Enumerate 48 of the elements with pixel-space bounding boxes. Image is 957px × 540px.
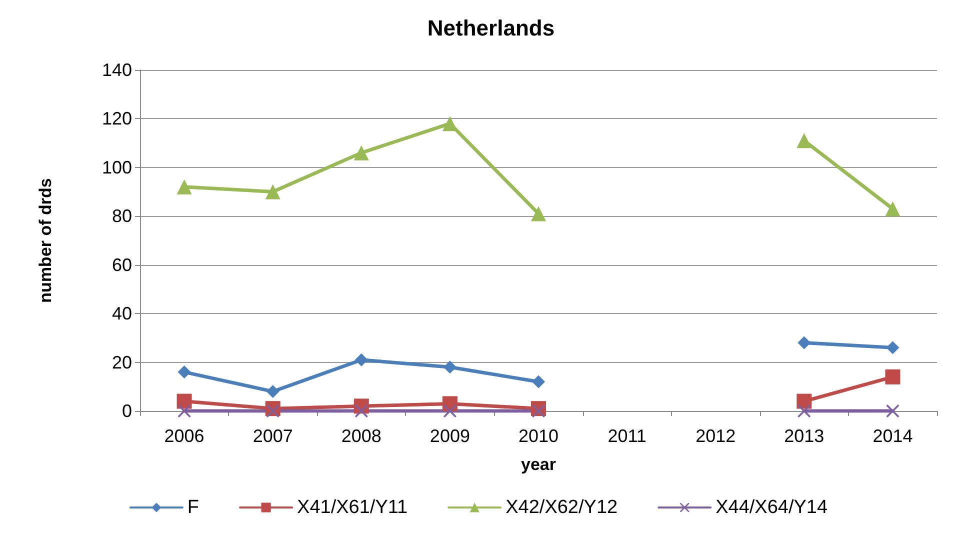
y-tick-label: 0 <box>122 401 132 421</box>
point <box>532 404 545 418</box>
y-tick-label: 60 <box>112 254 132 275</box>
point <box>798 404 811 418</box>
legend-label: F <box>187 497 200 518</box>
point <box>532 375 545 388</box>
y-tick-label: 40 <box>112 304 132 324</box>
x-tick-label: 2014 <box>872 426 913 446</box>
x-tick-label: 2013 <box>784 426 824 446</box>
y-axis-title: number of drds <box>36 178 55 303</box>
x-tick-label: 2007 <box>252 426 293 446</box>
point <box>796 133 812 148</box>
y-tick-label: 20 <box>112 352 132 372</box>
point <box>266 404 280 418</box>
point <box>885 201 900 216</box>
x-tick-label: 2010 <box>518 426 559 446</box>
point <box>354 353 368 366</box>
legend-label: X41/X61/Y11 <box>297 497 408 518</box>
y-tick-label: 100 <box>102 157 132 178</box>
point <box>443 404 456 418</box>
point <box>176 394 192 409</box>
point <box>885 369 900 384</box>
point <box>354 145 369 160</box>
x-tick-label: 2012 <box>696 426 736 446</box>
point <box>442 116 458 132</box>
point <box>354 404 368 418</box>
point <box>886 341 900 354</box>
point <box>176 179 192 194</box>
point <box>178 366 191 379</box>
x-tick-label: 2011 <box>608 426 646 446</box>
point <box>266 385 280 398</box>
legend-label: X42/X62/Y12 <box>506 497 618 518</box>
x-tick-label: 2009 <box>430 426 470 446</box>
y-tick-label: 140 <box>102 60 132 80</box>
point <box>531 206 546 222</box>
point <box>265 184 280 200</box>
point <box>886 404 900 418</box>
point <box>796 394 812 409</box>
x-axis-title: year <box>521 455 556 474</box>
y-tick-label: 120 <box>102 108 132 129</box>
point <box>443 360 456 374</box>
point <box>798 336 811 350</box>
chart-title: Netherlands <box>427 16 555 40</box>
x-tick-label: 2008 <box>341 426 382 446</box>
legend-label: X44/X64/Y14 <box>716 497 828 518</box>
y-tick-label: 80 <box>112 206 132 226</box>
x-tick-label: 2006 <box>164 426 204 446</box>
point <box>178 404 191 418</box>
